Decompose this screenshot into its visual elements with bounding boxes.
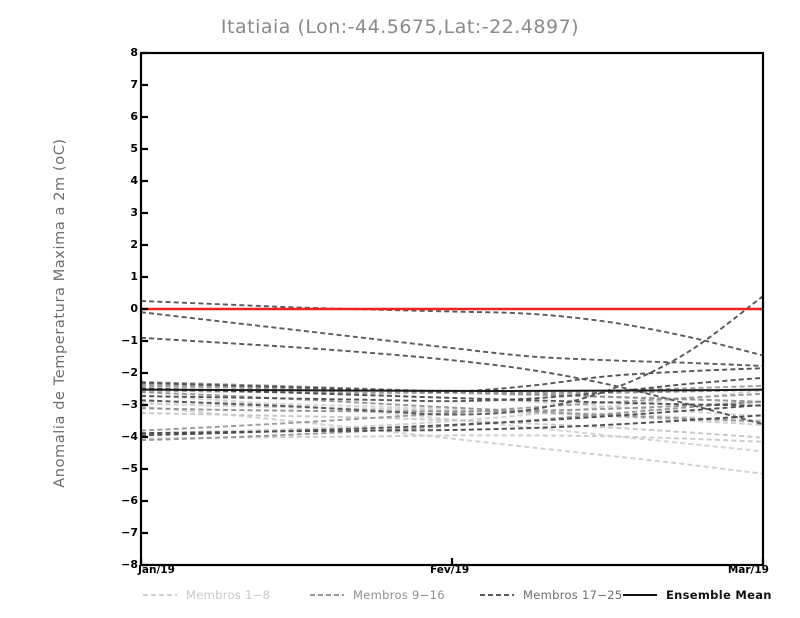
legend-swatch [623,593,657,597]
series-line [141,311,763,367]
y-tick-label: −7 [121,526,138,539]
y-tick-label: −5 [121,462,138,475]
series-line [141,389,763,435]
y-tick-label: −4 [121,430,138,443]
legend-label: Membros 17−25 [523,588,623,602]
y-tick-label: 6 [130,110,138,123]
series-line [141,394,763,453]
chart-legend: Membros 1−8 Membros 9−16 Membros 17−25 Ense… [0,586,800,606]
series-line [141,400,763,442]
y-tick-label: −1 [121,334,138,347]
series-layer [141,295,763,475]
chart-title: Itatiaia (Lon:-44.5675,Lat:-22.4897) [220,16,580,38]
series-line [141,400,763,422]
series-line [141,376,763,403]
series-line [141,381,763,403]
x-tick-label: Fev/19 [430,564,470,576]
legend-swatch [480,594,514,596]
x-tick-label: Mar/19 [727,564,769,576]
legend-membros-1-8[interactable]: Membros 1−8 [143,586,270,604]
series-line [141,300,763,357]
y-tick-label: 1 [130,270,138,283]
plot-frame [139,51,765,567]
series-line [141,367,763,393]
series-line [141,412,763,439]
series-line [141,336,763,426]
x-tick-label: Jan/19 [138,564,175,576]
legend-label: Membros 9−16 [353,588,445,602]
y-tick-label: 5 [130,142,138,155]
series-line [141,391,763,423]
legend-membros-17-25[interactable]: Membros 17−25 [480,586,622,604]
y-tick-label: −6 [121,494,138,507]
series-line [141,392,763,432]
series-line [141,295,763,416]
y-tick-label: −3 [121,398,138,411]
y-tick-label: 4 [130,174,138,187]
y-tick-label: 8 [130,46,138,59]
legend-label: Ensemble Mean [666,588,772,602]
legend-label: Membros 1−8 [186,588,271,602]
series-line [141,387,763,407]
y-tick-label: 2 [130,238,138,251]
y-tick-label: 7 [130,78,138,91]
legend-swatch [143,594,177,596]
legend-ensemble-mean[interactable]: Ensemble Mean [623,586,772,604]
legend-membros-9-16[interactable]: Membros 9−16 [310,586,445,604]
series-line [141,405,763,475]
y-tick-label: 0 [130,302,138,315]
ensemble-mean-line [141,388,763,392]
series-line [141,402,763,426]
legend-swatch [310,594,344,596]
y-tick-label: −8 [121,558,138,571]
y-tick-label: −2 [121,366,138,379]
y-axis-tick-labels: 8 7 6 5 4 3 2 1 0 −1 −2 −3 −4 −5 −6 −7 −8 [112,0,138,618]
y-tick-label: 3 [130,206,138,219]
series-line [141,414,763,435]
y-axis-label: Anomalia de Temperatura Maxima a 2m (oC) [52,138,68,488]
series-line [141,400,763,413]
